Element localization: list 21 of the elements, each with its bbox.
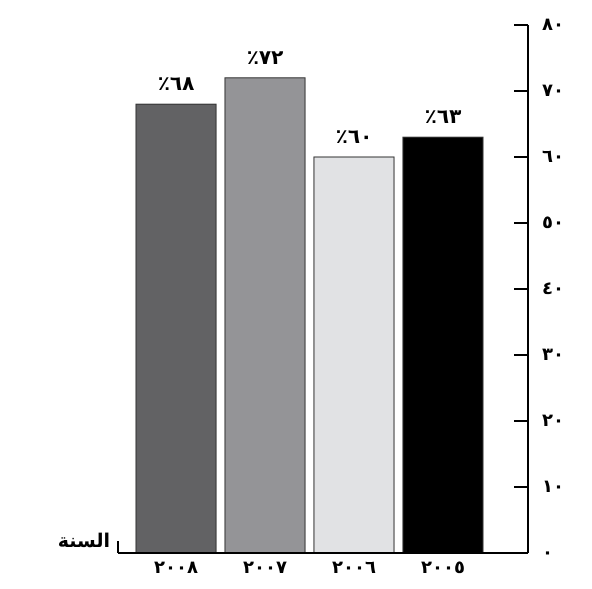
data-label: ٪٦٨ <box>158 71 194 96</box>
x-tick-label: ٢٠٠٦ <box>332 557 376 578</box>
y-tick-label: ٠ <box>542 542 553 563</box>
y-tick-label: ١٠ <box>542 476 564 497</box>
y-tick-label: ٢٠ <box>542 410 564 431</box>
y-tick-label: ٦٠ <box>542 146 564 167</box>
x-tick-label: ٢٠٠٧ <box>243 557 287 578</box>
bar <box>224 77 306 554</box>
x-tick-label: ٢٠٠٨ <box>154 557 198 578</box>
bar <box>313 156 395 554</box>
x-axis-title: السنة <box>58 530 110 552</box>
x-tick-label: ٢٠٠٥ <box>420 557 465 578</box>
y-tick-label: ٥٠ <box>542 212 564 233</box>
data-label: ٪٦٣ <box>424 104 462 128</box>
y-tick-label: ٧٠ <box>542 80 564 101</box>
bar <box>136 104 217 554</box>
data-label: ٪٦٠ <box>336 124 372 148</box>
y-tick-label: ٨٠ <box>542 14 564 35</box>
y-tick-label: ٣٠ <box>542 344 564 365</box>
y-tick-label: ٤٠ <box>542 278 564 299</box>
data-label: ٪٧٢ <box>246 44 284 69</box>
